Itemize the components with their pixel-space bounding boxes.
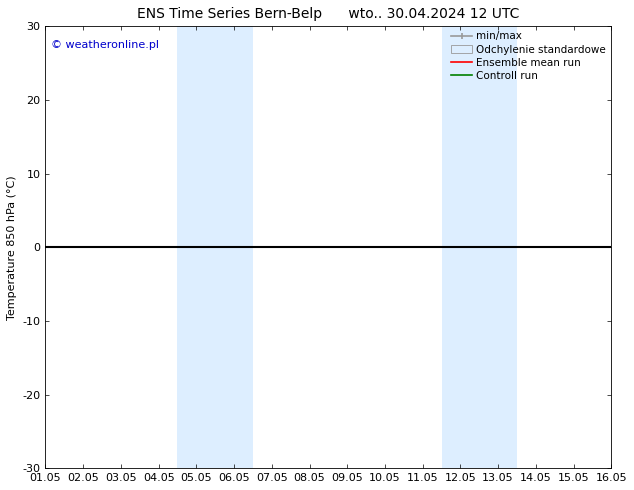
- Y-axis label: Temperature 850 hPa (°C): Temperature 850 hPa (°C): [7, 175, 17, 319]
- Title: ENS Time Series Bern-Belp      wto.. 30.04.2024 12 UTC: ENS Time Series Bern-Belp wto.. 30.04.20…: [137, 7, 519, 21]
- Legend: min/max, Odchylenie standardowe, Ensemble mean run, Controll run: min/max, Odchylenie standardowe, Ensembl…: [448, 28, 609, 84]
- Bar: [441, 26, 517, 468]
- Text: © weatheronline.pl: © weatheronline.pl: [51, 40, 159, 49]
- Bar: [178, 26, 253, 468]
